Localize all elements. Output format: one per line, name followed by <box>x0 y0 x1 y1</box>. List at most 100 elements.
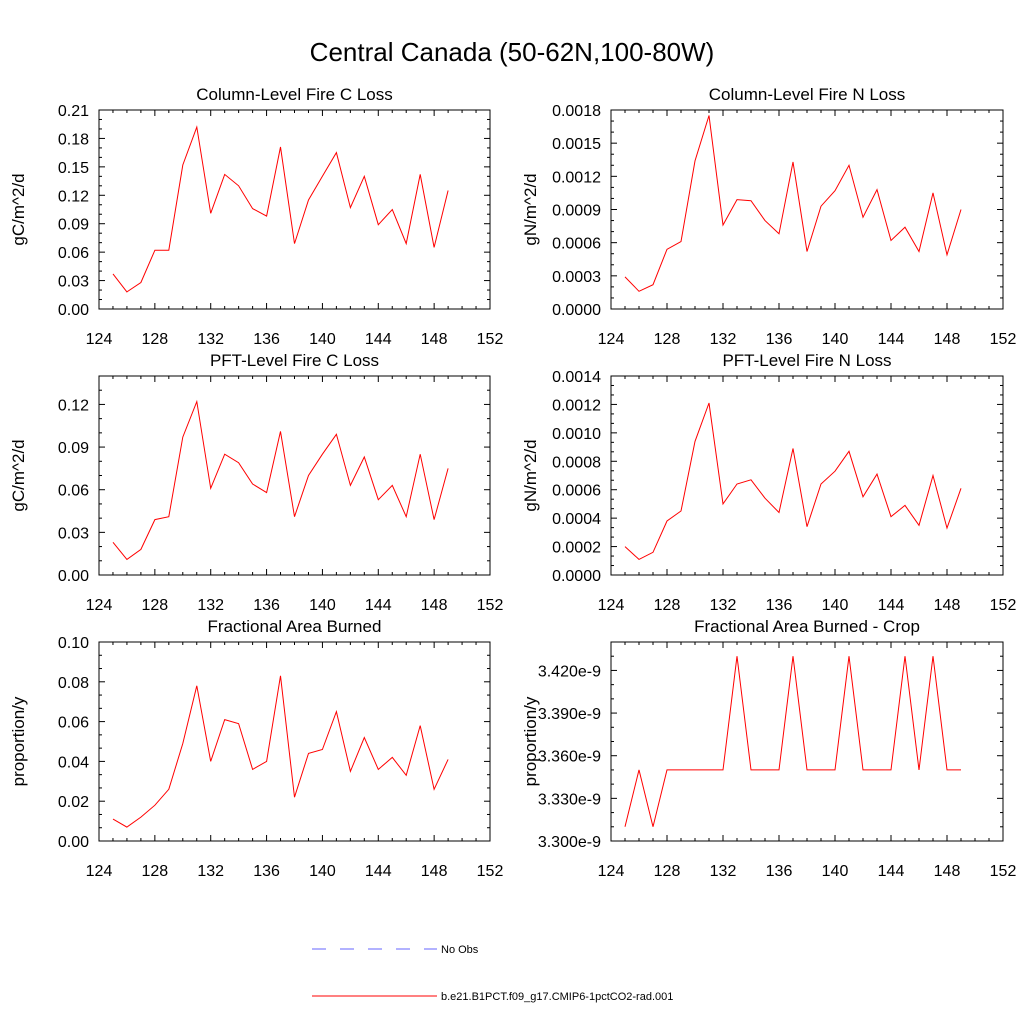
x-tick-label: 136 <box>766 597 793 614</box>
y-axis-label: proportion/y <box>9 696 28 786</box>
y-tick-label: 0.12 <box>58 188 89 205</box>
x-tick-label: 140 <box>822 331 849 348</box>
y-tick-label: 0.03 <box>58 274 89 291</box>
y-tick-label: 0.21 <box>58 103 89 120</box>
series-line <box>624 115 962 292</box>
y-tick-label: 0.04 <box>58 754 89 771</box>
panel-title: Fractional Area Burned <box>208 617 382 636</box>
x-tick-label: 152 <box>990 597 1017 614</box>
y-tick-label: 0.0000 <box>552 302 601 319</box>
legend-obs-label: No Obs <box>441 944 479 956</box>
y-tick-label: 0.0006 <box>552 236 601 253</box>
plot-frame <box>610 375 1004 576</box>
x-tick-label: 132 <box>710 331 737 348</box>
plot-frame <box>98 641 491 842</box>
y-tick-label: 0.0009 <box>552 203 601 220</box>
y-tick-label: 0.0010 <box>552 426 601 443</box>
y-tick-label: 0.0002 <box>552 540 601 557</box>
series-line <box>112 675 449 828</box>
x-tick-label: 136 <box>766 331 793 348</box>
x-tick-label: 144 <box>365 331 392 348</box>
y-tick-label: 0.09 <box>58 440 89 457</box>
panel-3: 124 128 132 136 140 144 148 152 0.00 0.03 0.06 0.09… <box>9 351 503 614</box>
y-tick-label: 0.12 <box>58 397 89 414</box>
y-tick-label: 0.09 <box>58 217 89 234</box>
y-tick-label: 0.0006 <box>552 483 601 500</box>
y-tick-label: 0.0015 <box>552 136 601 153</box>
y-tick-label: 0.00 <box>58 302 89 319</box>
x-tick-label: 132 <box>710 863 737 880</box>
x-tick-label: 148 <box>934 331 961 348</box>
x-tick-label: 128 <box>142 597 169 614</box>
y-tick-label: 0.0018 <box>552 103 601 120</box>
x-tick-label: 128 <box>142 331 169 348</box>
y-tick-label: 0.15 <box>58 160 89 177</box>
y-axis-label: proportion/y <box>521 696 540 786</box>
x-tick-label: 148 <box>421 597 448 614</box>
series-line <box>112 125 449 293</box>
x-tick-label: 140 <box>309 597 336 614</box>
panel-6: 124 128 132 136 140 144 148 152 3.300e-9 3.330e-9… <box>521 617 1016 880</box>
x-tick-label: 148 <box>421 331 448 348</box>
x-tick-label: 140 <box>822 863 849 880</box>
x-tick-label: 144 <box>365 597 392 614</box>
legend: No Obs b.e21.B1PCT.f09_g17.CMIP6-1pctCO2… <box>312 944 673 1003</box>
x-tick-label: 136 <box>766 863 793 880</box>
y-tick-label: 0.08 <box>58 675 89 692</box>
panels: 124 128 132 136 140 144 148 152 0.00 0.03 0.06 0.09… <box>9 85 1016 880</box>
x-tick-label: 152 <box>990 331 1017 348</box>
y-tick-label: 0.06 <box>58 245 89 262</box>
plot-frame <box>98 109 491 310</box>
figure-title: Central Canada (50-62N,100-80W) <box>310 37 715 67</box>
panel-title: Fractional Area Burned - Crop <box>694 617 920 636</box>
x-tick-label: 124 <box>86 331 113 348</box>
x-tick-label: 144 <box>365 863 392 880</box>
panel-5: 124 128 132 136 140 144 148 152 0.00 0.02 0.04 0.06… <box>9 617 503 880</box>
y-tick-label: 0.0003 <box>552 269 601 286</box>
x-tick-label: 128 <box>654 597 681 614</box>
y-axis-label: gN/m^2/d <box>521 439 540 511</box>
x-tick-label: 124 <box>86 863 113 880</box>
x-tick-label: 136 <box>253 331 280 348</box>
x-tick-label: 136 <box>253 597 280 614</box>
panel-title: PFT-Level Fire N Loss <box>722 351 891 370</box>
plot-frame <box>610 641 1004 842</box>
y-axis-label: gC/m^2/d <box>9 173 28 245</box>
x-tick-label: 132 <box>197 597 224 614</box>
x-tick-label: 132 <box>197 863 224 880</box>
panel-title: PFT-Level Fire C Loss <box>210 351 379 370</box>
y-tick-label: 0.00 <box>58 834 89 851</box>
y-tick-label: 0.06 <box>58 483 89 500</box>
y-tick-label: 0.0012 <box>552 169 601 186</box>
y-tick-label: 0.18 <box>58 131 89 148</box>
y-tick-label: 0.03 <box>58 525 89 542</box>
plot-frame <box>610 109 1004 310</box>
y-tick-label: 3.300e-9 <box>538 834 601 851</box>
x-tick-label: 124 <box>598 863 625 880</box>
plot-frame <box>98 375 491 576</box>
panel-title: Column-Level Fire N Loss <box>709 85 906 104</box>
series-line <box>624 402 962 561</box>
y-tick-label: 0.06 <box>58 715 89 732</box>
y-tick-label: 3.360e-9 <box>538 749 601 766</box>
y-tick-label: 3.330e-9 <box>538 791 601 808</box>
series-line <box>624 656 961 827</box>
x-tick-label: 128 <box>142 863 169 880</box>
panel-1: 124 128 132 136 140 144 148 152 0.00 0.03 0.06 0.09… <box>9 85 503 348</box>
panel-4: 124 128 132 136 140 144 148 152 0.0000 0.0002 0.00… <box>521 351 1016 614</box>
x-tick-label: 144 <box>878 863 905 880</box>
y-tick-label: 0.0000 <box>552 568 601 585</box>
x-tick-label: 148 <box>934 597 961 614</box>
x-tick-label: 128 <box>654 331 681 348</box>
y-tick-label: 0.0014 <box>552 369 601 386</box>
x-tick-label: 124 <box>598 331 625 348</box>
x-tick-label: 152 <box>477 597 504 614</box>
x-tick-label: 144 <box>878 331 905 348</box>
y-tick-label: 0.0004 <box>552 511 601 528</box>
y-tick-label: 0.0012 <box>552 397 601 414</box>
x-tick-label: 152 <box>990 863 1017 880</box>
x-tick-label: 148 <box>421 863 448 880</box>
y-tick-label: 0.02 <box>58 794 89 811</box>
y-tick-label: 0.00 <box>58 568 89 585</box>
